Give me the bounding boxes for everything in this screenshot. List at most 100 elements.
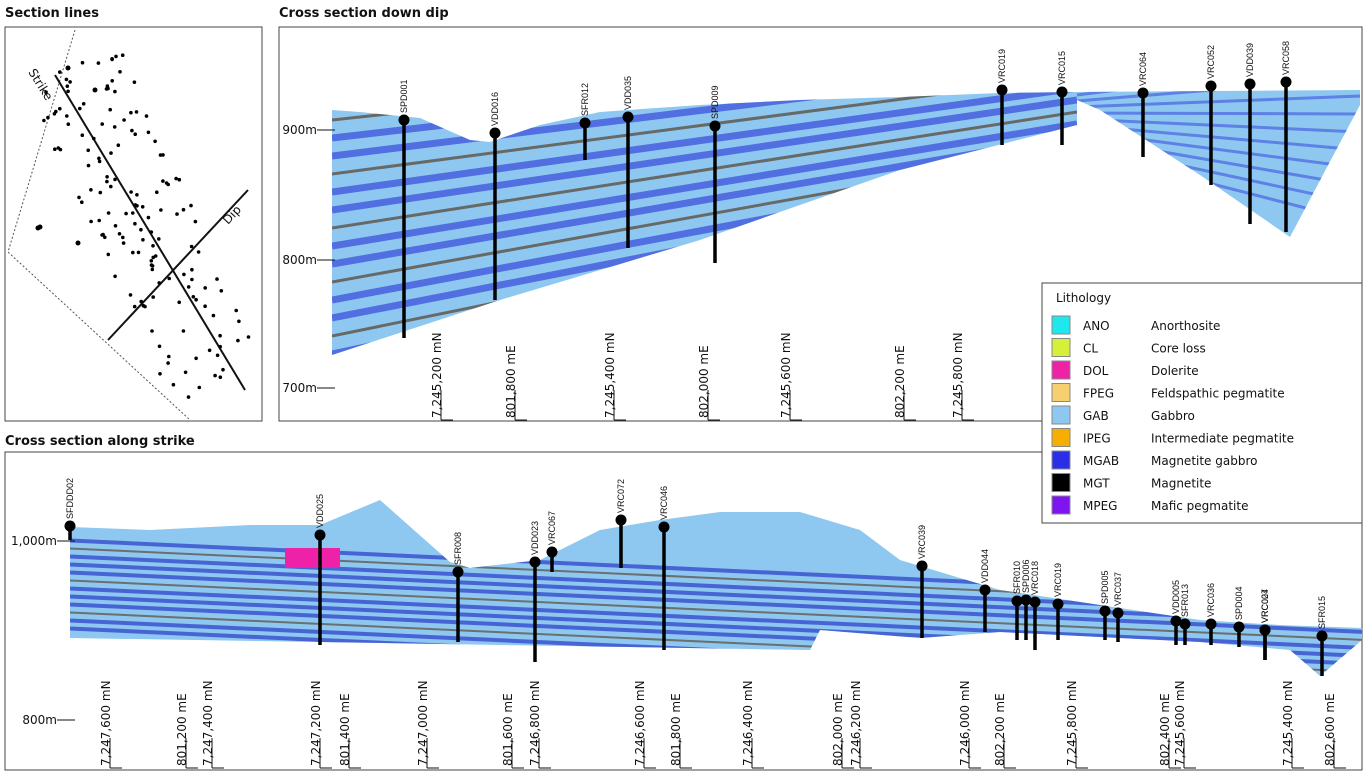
dot — [132, 80, 137, 84]
legend-swatch — [1051, 495, 1071, 515]
dot — [37, 224, 43, 230]
dot — [177, 177, 182, 182]
dot — [46, 115, 50, 120]
dot — [194, 297, 198, 302]
dot — [108, 107, 112, 112]
hole-label: VRC037 — [1113, 572, 1123, 606]
dot — [215, 277, 219, 281]
collar — [1170, 615, 1182, 627]
dolerite — [285, 548, 340, 568]
dot — [113, 89, 117, 94]
hole-label: VRC058 — [1281, 41, 1291, 75]
grid-label: 801,600 mE — [501, 693, 515, 766]
dot — [149, 259, 154, 263]
legend-name: Gabbro — [1151, 409, 1195, 423]
dot — [133, 221, 137, 226]
collar — [709, 120, 721, 132]
hole-label: VDD039 — [1245, 43, 1255, 77]
map-frame — [4, 26, 263, 422]
dot — [131, 250, 135, 255]
collar — [64, 520, 76, 532]
legend-swatch — [1051, 360, 1071, 380]
dot — [190, 277, 194, 282]
dot — [197, 385, 202, 390]
grid-label: 802,200 mE — [993, 693, 1007, 766]
grid-label: 802,400 mE — [1158, 693, 1172, 766]
grid-label: 7,246,200 mN — [849, 680, 863, 766]
collar — [979, 584, 991, 596]
dip-frame — [278, 26, 1363, 422]
hole-label: SPD001 — [399, 79, 409, 113]
legend-swatch — [1051, 338, 1071, 357]
dot — [116, 143, 121, 147]
dot — [140, 205, 145, 209]
dot — [80, 200, 84, 204]
elevation-label: 800m — [282, 253, 317, 267]
dot — [129, 110, 133, 115]
dot — [64, 77, 69, 82]
dot — [186, 285, 191, 289]
hole-label: SPD009 — [710, 85, 720, 119]
grid-label: 801,400 mE — [338, 693, 352, 766]
hole-label: SFR008 — [453, 532, 463, 565]
collar — [314, 529, 326, 541]
dot — [158, 372, 162, 376]
dot — [58, 106, 62, 111]
dot — [109, 184, 113, 189]
legend-swatch — [1051, 450, 1071, 470]
hole-label: SPD006 — [1021, 559, 1031, 593]
dot — [150, 329, 154, 333]
band — [332, 92, 1077, 196]
overlay: SPD001 VDD016 SFR012 VDD035 SPD009 VRC019 VRC0… — [11, 41, 1346, 769]
dot — [53, 147, 57, 151]
legend-code: MGAB — [1083, 454, 1119, 468]
band — [70, 562, 1362, 626]
dot — [181, 207, 186, 212]
collar — [1244, 78, 1256, 90]
grid-label: 802,000 mE — [831, 693, 845, 766]
band — [70, 570, 1362, 634]
dot — [75, 240, 81, 246]
dot — [139, 299, 143, 304]
dot — [167, 354, 171, 359]
grid-label: 7,246,600 mN — [633, 680, 647, 766]
collar-dots — [35, 53, 251, 399]
grid-label: 7,245,600 mN — [779, 332, 793, 418]
band — [1077, 111, 1360, 116]
dot — [66, 89, 70, 94]
hole-label: VDD044 — [980, 549, 990, 583]
dot — [97, 159, 102, 164]
collar — [1205, 618, 1217, 630]
legend-items: ANO Anorthosite CL Core loss DOL Dolerite FPEG… — [1051, 315, 1294, 515]
collar — [529, 556, 541, 568]
hole-label: VRC018 — [1030, 561, 1040, 595]
dot — [151, 295, 155, 299]
legend-name: Intermediate pegmatite — [1151, 432, 1294, 446]
hole-label: VDD025 — [315, 494, 325, 528]
grid-label: 7,245,800 mN — [951, 332, 965, 418]
dot — [144, 114, 149, 118]
dot — [56, 146, 61, 150]
dot — [106, 211, 111, 215]
dot — [146, 215, 151, 220]
dot — [65, 114, 69, 118]
collar — [1056, 86, 1068, 98]
grid-label: 7,245,200 mN — [430, 332, 444, 418]
dot — [191, 295, 196, 299]
collar — [1179, 618, 1191, 630]
legend-name: Mafic pegmatite — [1151, 499, 1248, 513]
dot — [150, 267, 155, 272]
dot — [153, 254, 158, 258]
strike-title: Cross section along strike — [5, 434, 195, 449]
dot — [181, 329, 186, 333]
dot — [175, 212, 179, 216]
dot — [128, 293, 133, 297]
band — [70, 586, 1362, 650]
dot — [190, 267, 194, 272]
collar — [1316, 630, 1328, 642]
legend-swatch — [1051, 473, 1071, 492]
grid-label: 7,246,400 mN — [741, 680, 755, 766]
dot — [81, 102, 86, 106]
grid-label: 802,600 mE — [1323, 693, 1337, 766]
